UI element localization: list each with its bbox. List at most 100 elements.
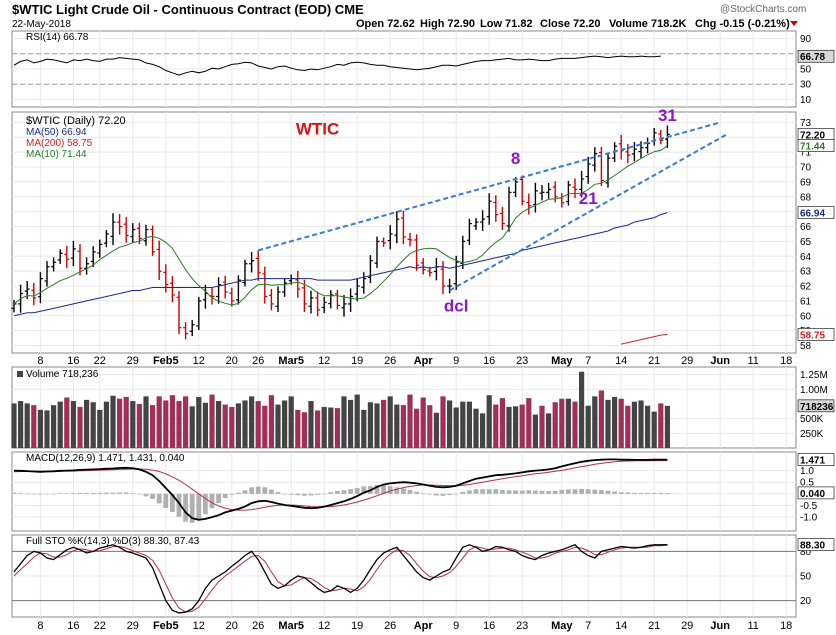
rsi-tick-2: 50 [800, 65, 812, 76]
volume-bar-32 [222, 404, 228, 448]
sto-value-label-box [797, 538, 835, 551]
date-tick-bottom-15: 23 [516, 620, 528, 632]
volume-bar-25 [176, 401, 182, 448]
macd-hist-42 [288, 493, 294, 495]
macd-hist-22 [156, 493, 162, 504]
volume-bar-35 [242, 400, 248, 448]
volume-bar-12 [90, 402, 96, 448]
ma200-line [621, 333, 668, 345]
volume-bar-2 [24, 403, 30, 448]
macd-tick-4: 1.0 [800, 466, 814, 477]
rsi-tick-0: 10 [800, 95, 812, 106]
date-tick-4: Feb5 [153, 355, 179, 367]
volume-bar-92 [618, 398, 624, 448]
price-tick-5: 63 [800, 267, 812, 278]
ma10-legend: MA(10) 71.44 [26, 149, 87, 160]
volume-bar-68 [460, 401, 466, 448]
rsi-value-label: 66.78 [800, 52, 825, 63]
volume-bar-8 [64, 397, 70, 448]
volume-bar-43 [295, 409, 301, 448]
volume-bar-31 [216, 401, 222, 448]
date-tick-20: 29 [681, 355, 693, 367]
volume-legend: Volume 718,236 [26, 369, 99, 380]
ma50-legend: MA(50) 66.94 [26, 127, 87, 138]
volume-bar-41 [282, 400, 288, 448]
macd-hist-63 [427, 493, 433, 495]
volume-bar-54 [367, 402, 373, 448]
date-tick-bottom-4: Feb5 [153, 620, 179, 632]
macd-hist-15 [110, 492, 116, 494]
date-tick-bottom-2: 22 [94, 620, 106, 632]
ma50-line [13, 212, 668, 317]
volume-bar-53 [361, 409, 367, 448]
macd-hist-30 [209, 493, 215, 509]
volume-bar-81 [546, 413, 552, 448]
volume-bar-13 [97, 409, 103, 448]
volume-bar-56 [381, 399, 387, 448]
price-tick-12: 70 [800, 163, 812, 174]
volume-bar-19 [136, 403, 142, 448]
macd-hist-47 [321, 493, 327, 495]
open-stat: Open 72.62 [356, 18, 415, 30]
macd-legend: MACD(12,26,9) 1.471, 1.431, 0.040 [26, 453, 185, 464]
volume-bar-79 [532, 414, 538, 448]
macd-hist-59 [401, 488, 406, 494]
volume-bar-64 [433, 412, 439, 448]
sto-legend: Full STO %K(14,3) %D(3) 88.30, 87.43 [26, 536, 200, 547]
volume-bar-27 [189, 406, 195, 448]
volume-bar-4 [37, 409, 43, 448]
macd-hist-78 [526, 490, 532, 494]
macd-hist-11 [84, 492, 89, 494]
macd-hist-56 [381, 484, 386, 494]
volume-bar-59 [400, 405, 406, 448]
volume-tick-3: 250K [800, 429, 824, 440]
macd-hist-20 [143, 493, 149, 497]
sto-tick-0: 20 [800, 596, 812, 607]
date-tick-bottom-18: 14 [615, 620, 627, 632]
volume-bar-67 [453, 407, 459, 448]
date-tick-22: 11 [747, 355, 758, 367]
volume-bar-26 [183, 396, 189, 448]
ma50-value-label-box [797, 206, 835, 219]
price-tick-2: 60 [800, 311, 812, 322]
macd-value-label: 1.471 [800, 456, 825, 467]
macd-hist-99 [665, 492, 670, 494]
macd-hist-79 [533, 490, 538, 494]
volume-value-label-box [797, 399, 835, 413]
price-tick-15: 73 [800, 118, 812, 129]
macd-hist-45 [308, 493, 314, 496]
macd-hist-98 [658, 492, 664, 494]
date-tick-bottom-1: 16 [67, 620, 79, 632]
volume-bar-65 [440, 396, 446, 448]
watermark: @StockCharts.com [720, 4, 806, 15]
annotation-4: 31 [658, 106, 677, 125]
macd-hist-92 [618, 492, 624, 494]
macd-hist-66 [447, 493, 452, 495]
macd-hist-4 [38, 493, 43, 495]
date-tick-19: 21 [648, 355, 660, 367]
volume-bar-0 [11, 403, 17, 448]
macd-hist-value-label-box [797, 486, 835, 500]
volume-bar-1 [18, 401, 24, 448]
date-tick-16: May [551, 355, 573, 367]
volume-bar-24 [169, 395, 175, 448]
macd-hist-81 [546, 491, 551, 494]
date-tick-bottom-17: 7 [585, 620, 591, 632]
volume-bar-6 [51, 405, 57, 448]
rsi-tick-1: 30 [800, 80, 812, 91]
volume-tick-0: 1.25M [800, 370, 828, 381]
volume-bar-48 [328, 407, 334, 448]
date-tick-bottom-22: 11 [747, 620, 758, 632]
annotation-0: WTIC [296, 119, 339, 138]
volume-bar-75 [506, 406, 512, 448]
macd-hist-58 [394, 487, 400, 494]
grid-layer [12, 31, 796, 617]
volume-bar-83 [559, 398, 565, 448]
date-tick-9: 12 [318, 355, 330, 367]
volume-bar-60 [407, 394, 413, 448]
volume-bar-23 [163, 400, 169, 448]
macd-hist-18 [130, 493, 136, 494]
volume-bar-38 [262, 405, 268, 448]
macd-hist-23 [163, 493, 169, 508]
